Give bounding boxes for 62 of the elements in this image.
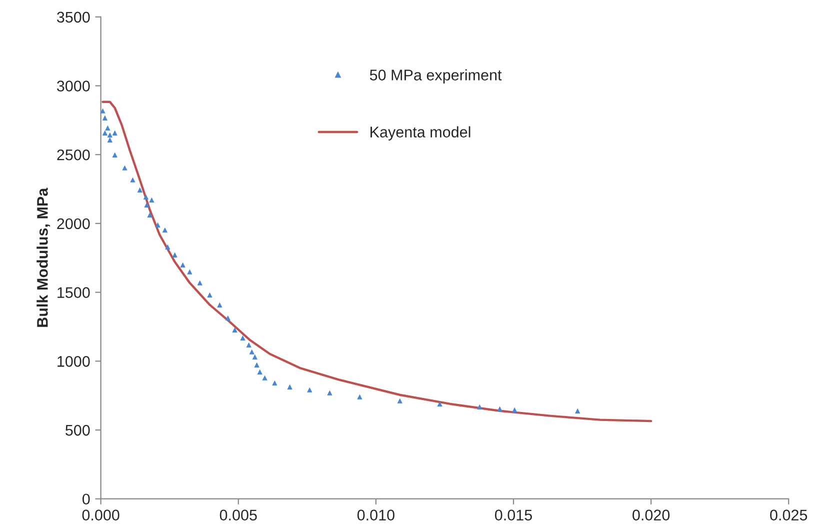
point [240,335,246,340]
point [100,108,106,114]
point [102,115,108,120]
point [155,222,160,228]
x-tick-label: 0.000 [82,510,120,520]
y-tick-label: 0 [82,494,90,505]
point [437,401,442,406]
point [207,292,212,298]
point [287,384,292,390]
y-tick-label: 1500 [58,287,90,298]
point [149,197,154,203]
point [102,130,108,136]
y-tick-label: 3500 [56,12,90,23]
y-axis-title: Bulk Modulus, MPa [36,188,50,327]
point [249,349,254,354]
point [397,398,402,404]
point [180,262,186,268]
point [357,394,362,400]
y-tick-label: 2500 [57,149,90,160]
point [512,407,518,412]
legend-label: Kayenta model [370,126,470,140]
x-tick-label: 0.020 [632,510,670,520]
y-tick-label: 1000 [58,356,90,367]
point [246,342,252,348]
point [232,327,238,332]
point [262,375,268,380]
x-tick-label: 0.005 [220,510,257,520]
point [107,132,112,138]
point [254,362,260,368]
point [257,369,262,374]
x-tick-label: 0.010 [357,510,394,520]
point [477,404,482,410]
point [197,280,202,286]
point [497,406,502,412]
point [225,315,231,321]
point [327,390,332,396]
x-tick-label: 0.025 [770,510,808,520]
point [574,408,580,414]
y-tick-label: 3000 [56,80,90,92]
x-tick-label: 0.015 [494,510,532,520]
point [217,302,222,308]
point [137,187,142,192]
point [144,202,150,208]
legend-label: 50 MPa experiment [370,69,502,84]
y-tick-label: 2000 [57,218,90,230]
point [112,152,118,158]
point [252,354,258,360]
y-tick-label: 500 [66,424,90,436]
point [122,165,128,170]
point [107,137,112,142]
point [147,212,152,218]
point [172,252,178,258]
point [143,194,149,200]
point [112,130,118,136]
line-series [102,100,652,422]
point [162,227,168,233]
point [187,269,192,274]
point [307,387,312,392]
point [105,125,110,131]
point [272,380,278,386]
point [165,244,170,250]
point [130,177,136,182]
